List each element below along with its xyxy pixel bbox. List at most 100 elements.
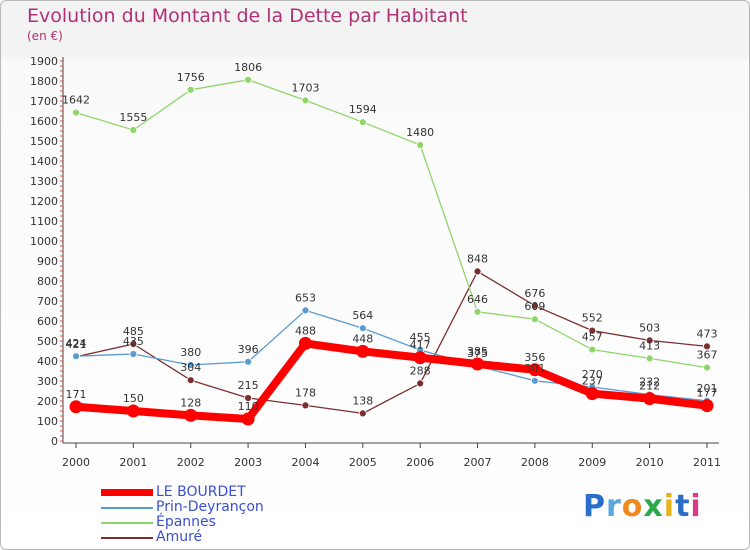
series-point-2	[416, 141, 425, 149]
data-label-2: 1806	[234, 61, 262, 74]
data-label-2: 1703	[291, 81, 319, 94]
series-point-3	[703, 342, 711, 351]
data-label-3: 138	[352, 394, 373, 407]
legend-swatch	[101, 522, 153, 524]
series-point-2	[531, 315, 539, 324]
series-point-3	[301, 401, 310, 410]
series-point-2	[473, 307, 482, 316]
x-tick-label: 2007	[464, 456, 492, 469]
series-point-0	[528, 363, 542, 377]
series-point-0	[471, 357, 485, 371]
data-label-0: 448	[352, 332, 373, 345]
series-point-3	[358, 409, 367, 418]
data-label-3: 304	[180, 361, 201, 374]
series-point-0	[413, 351, 427, 365]
x-tick-label: 2001	[119, 456, 147, 469]
y-tick-label: 1300	[30, 175, 58, 188]
data-label-1: 653	[295, 291, 316, 304]
series-point-2	[645, 354, 654, 363]
y-tick-label: 1200	[30, 195, 58, 208]
legend-swatch	[101, 507, 153, 509]
series-point-1	[186, 361, 195, 369]
series-point-0	[700, 399, 714, 413]
series-point-2	[186, 85, 195, 94]
data-label-1: 201	[697, 382, 718, 395]
y-tick-label: 1100	[30, 215, 58, 228]
data-label-0: 171	[66, 388, 87, 401]
y-tick-label: 1600	[30, 115, 58, 128]
series-point-2	[129, 126, 138, 134]
data-label-3: 485	[123, 325, 144, 338]
y-tick-label: 600	[37, 315, 58, 328]
x-tick-label: 2006	[406, 456, 434, 469]
series-point-2	[301, 96, 310, 105]
y-tick-label: 1500	[30, 135, 58, 148]
y-tick-label: 1700	[30, 95, 58, 108]
series-point-1	[531, 376, 539, 385]
series-point-0	[184, 408, 198, 422]
data-label-3: 503	[639, 321, 660, 334]
series-line-3	[75, 270, 708, 415]
data-label-2: 646	[467, 293, 488, 306]
legend-item: Amuré	[101, 530, 301, 545]
legend-label: LE BOURDET	[156, 484, 246, 500]
x-tick-label: 2008	[521, 456, 549, 469]
series-point-3	[244, 394, 252, 402]
data-label-3: 288	[410, 364, 431, 377]
x-tick-label: 2002	[177, 456, 205, 469]
data-label-1: 232	[639, 376, 660, 389]
x-tick-label: 2011	[693, 456, 721, 469]
data-label-0: 128	[180, 396, 201, 409]
series-point-2	[72, 108, 80, 117]
data-label-0: 110	[238, 400, 259, 413]
series-point-0	[241, 412, 255, 426]
y-tick-label: 0	[51, 435, 58, 448]
series-point-2	[588, 345, 597, 354]
series-point-0	[298, 336, 312, 350]
series-point-3	[186, 376, 195, 385]
series-point-0	[126, 404, 140, 418]
legend-item: Épannes	[101, 515, 301, 530]
data-label-2: 609	[524, 300, 545, 313]
legend-swatch	[101, 537, 153, 539]
series-point-3	[416, 379, 425, 388]
y-tick-label: 400	[37, 355, 58, 368]
data-label-3: 215	[238, 379, 259, 392]
data-label-1: 564	[352, 309, 373, 322]
x-tick-label: 2003	[234, 456, 262, 469]
series-point-0	[69, 400, 83, 414]
y-tick-label: 500	[37, 335, 58, 348]
series-point-2	[244, 75, 252, 84]
data-label-2: 1756	[177, 71, 205, 84]
data-label-2: 413	[639, 339, 660, 352]
series-point-3	[531, 301, 539, 310]
y-tick-label: 900	[37, 255, 58, 268]
series-line-0	[72, 339, 711, 423]
y-tick-label: 1000	[30, 235, 58, 248]
data-label-1: 435	[123, 335, 144, 348]
data-label-0: 417	[410, 339, 431, 352]
x-tick-label: 2004	[291, 456, 319, 469]
data-label-2: 1594	[349, 103, 377, 116]
data-label-2: 1555	[119, 111, 147, 124]
series-point-1	[244, 357, 252, 366]
series-point-2	[703, 363, 711, 372]
data-label-3: 676	[524, 287, 545, 300]
y-tick-label: 800	[37, 275, 58, 288]
data-label-0: 488	[295, 324, 316, 337]
data-label-3: 421	[66, 338, 87, 351]
y-tick-label: 1400	[30, 155, 58, 168]
data-label-0: 150	[123, 392, 144, 405]
series-point-3	[129, 340, 138, 348]
data-label-1: 301	[524, 362, 545, 375]
series-point-0	[356, 344, 370, 358]
data-label-1: 270	[582, 368, 603, 381]
legend-item: Prin-Deyrançon	[101, 500, 301, 515]
y-tick-label: 100	[37, 415, 58, 428]
legend-label: Amuré	[156, 529, 203, 545]
data-label-1: 424	[66, 337, 87, 350]
data-label-3: 473	[697, 327, 718, 340]
legend-label: Prin-Deyrançon	[156, 499, 264, 515]
series-point-1	[129, 350, 138, 358]
